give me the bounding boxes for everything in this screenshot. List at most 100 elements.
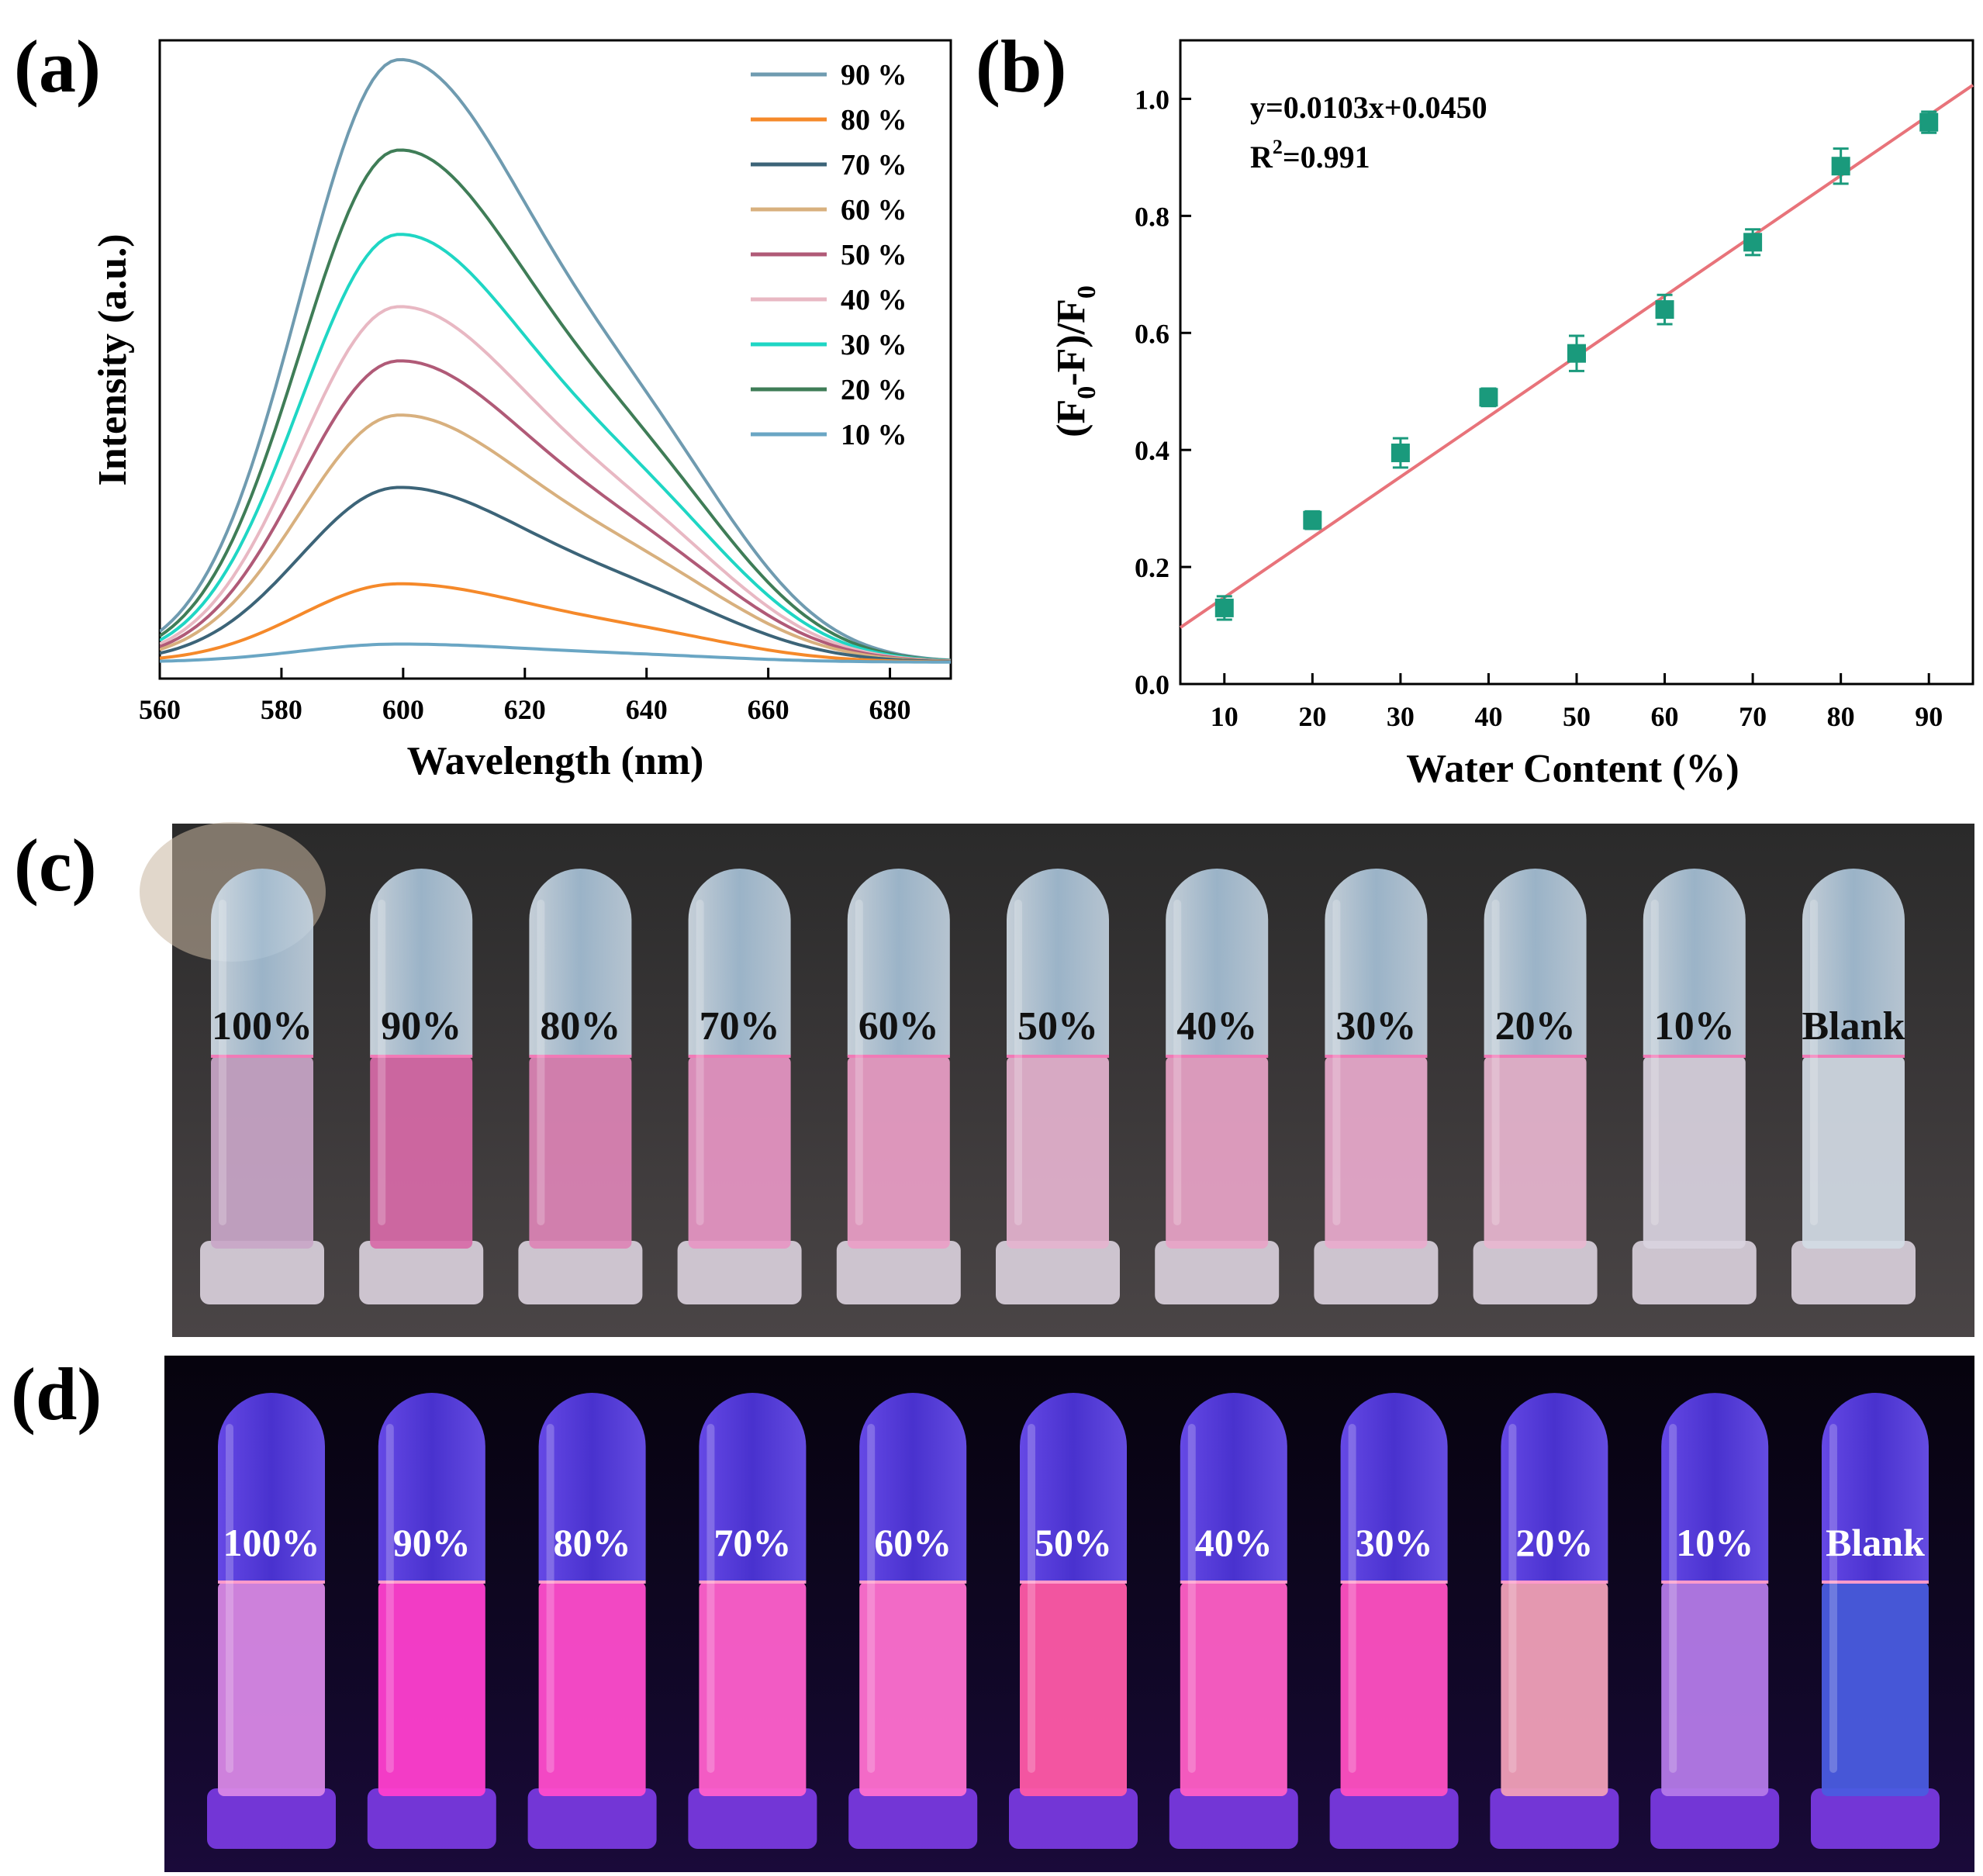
vial: 10% [1632, 869, 1757, 1304]
chart-a-legend: 90 % 80 % 70 % 60 % 50 % 40 % 30 % 20 % 10 % [751, 59, 907, 451]
vial-base [1811, 1788, 1940, 1849]
vial-cap [1484, 869, 1587, 1056]
data-point [1391, 437, 1410, 469]
vial: 50% [1009, 1393, 1138, 1849]
vial-liquid [1166, 1056, 1269, 1249]
vial-label: 80% [554, 1521, 631, 1564]
vial-base [1632, 1241, 1757, 1304]
vial-highlight [1810, 900, 1818, 1225]
vial-liquid [1020, 1582, 1127, 1796]
vial: 60% [836, 869, 961, 1304]
spectrum-line [160, 305, 951, 663]
ylabel-sub1: 0 [1073, 285, 1101, 299]
panel-label-d: (d) [11, 1353, 102, 1436]
data-marker [1567, 344, 1586, 363]
vial-highlight [867, 1424, 876, 1773]
data-marker [1919, 112, 1939, 132]
r2-superscript: 2 [1273, 136, 1283, 158]
vial: 20% [1473, 869, 1598, 1304]
vial: 100% [200, 869, 324, 1304]
legend-label: 60 % [841, 194, 907, 226]
vial-cap [688, 869, 791, 1056]
chart-a-frame [158, 39, 952, 680]
chart-a-curves [160, 57, 951, 664]
vial-label: 30% [1356, 1521, 1433, 1564]
vial-liquid [1802, 1056, 1905, 1249]
vial-liquid [699, 1582, 807, 1796]
data-point [1214, 595, 1234, 621]
vial-cap [378, 1393, 485, 1582]
vial: 40% [1169, 1393, 1298, 1849]
vial-liquid [538, 1582, 646, 1796]
vial-cap [1822, 1393, 1929, 1582]
vial-label: 70% [700, 1004, 780, 1049]
vial-liquid [378, 1582, 485, 1796]
vial-label: 100% [212, 1004, 313, 1049]
legend-label: 10 % [841, 419, 907, 451]
legend-label: 90 % [841, 59, 907, 92]
vial-highlight [1508, 1424, 1517, 1773]
vial-highlight [1028, 1424, 1035, 1773]
chart-b-y-axis-title: (F0-F)/F0 [1049, 285, 1101, 437]
vial-label: 80% [540, 1004, 620, 1049]
vial: 60% [848, 1393, 978, 1849]
vial-liquid [847, 1056, 950, 1249]
vial-base [518, 1241, 643, 1304]
panel-label-a: (a) [14, 25, 101, 108]
photo-c-daylight-vials: 100% 90% 80% 70% 60% 50% 40% 30% 20% 10% Blank [140, 822, 1974, 1337]
spectrum-line [160, 359, 951, 663]
vial-cap [1007, 869, 1109, 1056]
vial-highlight [385, 1424, 394, 1773]
vial: 30% [1329, 1393, 1459, 1849]
vial-base [836, 1241, 961, 1304]
x-tick-label: 660 [748, 694, 789, 725]
x-tick-label: 640 [626, 694, 668, 725]
x-tick-label: 580 [261, 694, 302, 725]
vial-cap [1180, 1393, 1287, 1582]
vial-cap [218, 1393, 325, 1582]
data-point [1655, 293, 1674, 326]
photo-d-vials: 100% 90% 80% 70% 60% 50% 40% 30% 20% 10% Blank [207, 1393, 1940, 1849]
vial-highlight [226, 1424, 233, 1773]
vial: Blank [1811, 1393, 1940, 1849]
vial-cap [370, 869, 473, 1056]
vial-highlight [1014, 900, 1022, 1225]
y-tick-label: 0.0 [1135, 669, 1169, 700]
vial-base [359, 1241, 484, 1304]
vial: 40% [1155, 869, 1280, 1304]
vial-liquid [1501, 1582, 1608, 1796]
vial-highlight [1491, 900, 1500, 1225]
x-tick-label: 600 [382, 694, 424, 725]
chart-b-x-axis-title: Water Content (%) [1406, 747, 1739, 791]
vial: 30% [1314, 869, 1439, 1304]
vial-liquid [211, 1056, 313, 1249]
panel-label-c: (c) [14, 824, 97, 907]
vial: Blank [1791, 869, 1916, 1304]
vial: 80% [527, 1393, 657, 1849]
vial-liquid [1325, 1056, 1428, 1249]
vial-liquid [688, 1056, 791, 1249]
vial-label: Blank [1826, 1521, 1925, 1564]
vial-liquid [1643, 1056, 1746, 1249]
legend-label: 80 % [841, 104, 907, 136]
vial-cap [1501, 1393, 1608, 1582]
vial-liquid [218, 1582, 325, 1796]
data-marker [1479, 388, 1498, 407]
vial-cap [1661, 1393, 1769, 1582]
vial-liquid [859, 1582, 967, 1796]
vial-highlight [1829, 1424, 1837, 1773]
x-tick-label: 30 [1387, 701, 1415, 732]
vial-cap [1325, 869, 1428, 1056]
x-tick-label: 20 [1298, 701, 1326, 732]
panel-label-b: (b) [976, 25, 1066, 108]
vial-label: 10% [1676, 1521, 1753, 1564]
vial: 20% [1490, 1393, 1619, 1849]
vial-highlight [1669, 1424, 1677, 1773]
vial: 90% [367, 1393, 496, 1849]
data-marker [1655, 300, 1674, 320]
vial-cap [1340, 1393, 1448, 1582]
ylabel-mid: -F)/F [1049, 299, 1093, 386]
data-point [1919, 110, 1939, 134]
vial-label: 40% [1176, 1004, 1257, 1049]
vial-label: 30% [1335, 1004, 1416, 1049]
